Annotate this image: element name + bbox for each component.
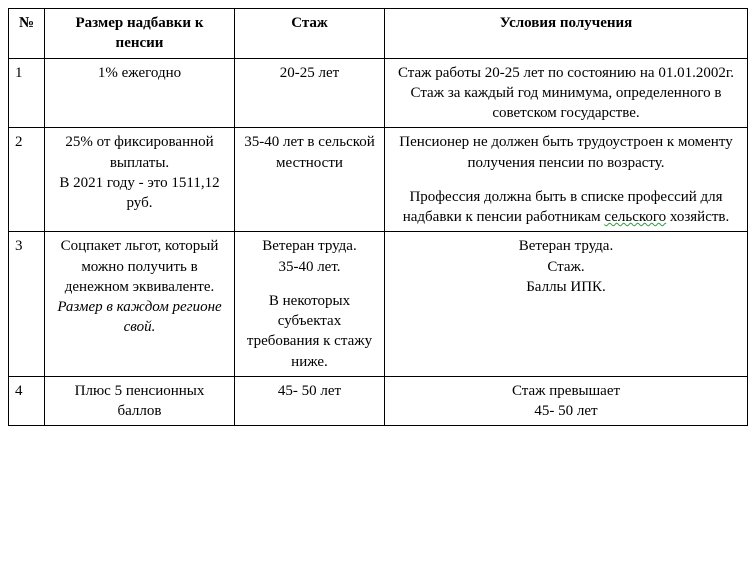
cell-size: 25% от фиксированной выплаты. В 2021 год… bbox=[45, 128, 235, 232]
text: Профессия должна быть в списке профессий… bbox=[391, 187, 741, 228]
text: 35-40 лет. bbox=[241, 257, 378, 277]
cell-conditions: Пенсионер не должен быть трудоустроен к … bbox=[385, 128, 748, 232]
cell-num: 4 bbox=[9, 376, 45, 426]
cell-num: 3 bbox=[9, 232, 45, 377]
text: Ветеран труда. bbox=[241, 236, 378, 256]
text: Плюс 5 пенсионных баллов bbox=[51, 381, 228, 422]
table-row: 3 Соцпакет льгот, который можно получить… bbox=[9, 232, 748, 377]
header-size: Размер надбавки к пенсии bbox=[45, 9, 235, 59]
text-italic: Размер в каждом регионе свой. bbox=[51, 297, 228, 338]
text: В некоторых субъектах требования к стажу… bbox=[241, 291, 378, 372]
text: Баллы ИПК. bbox=[391, 277, 741, 297]
cell-num: 1 bbox=[9, 58, 45, 128]
cell-conditions: Стаж работы 20-25 лет по состоянию на 01… bbox=[385, 58, 748, 128]
pension-table: № Размер надбавки к пенсии Стаж Условия … bbox=[8, 8, 748, 426]
text: Стаж превышает bbox=[391, 381, 741, 401]
cell-size: Соцпакет льгот, который можно получить в… bbox=[45, 232, 235, 377]
cell-size: Плюс 5 пенсионных баллов bbox=[45, 376, 235, 426]
text: Пенсионер не должен быть трудоустроен к … bbox=[391, 132, 741, 173]
table-row: 2 25% от фиксированной выплаты. В 2021 г… bbox=[9, 128, 748, 232]
cell-stage: Ветеран труда. 35-40 лет. В некоторых су… bbox=[235, 232, 385, 377]
table-row: 1 1% ежегодно 20-25 лет Стаж работы 20-2… bbox=[9, 58, 748, 128]
text: Ветеран труда. bbox=[391, 236, 741, 256]
cell-stage: 45- 50 лет bbox=[235, 376, 385, 426]
text: 45- 50 лет bbox=[391, 401, 741, 421]
spellcheck-underline: сельского bbox=[604, 209, 666, 225]
text: хозяйств. bbox=[666, 209, 729, 225]
header-stage: Стаж bbox=[235, 9, 385, 59]
header-num: № bbox=[9, 9, 45, 59]
header-row: № Размер надбавки к пенсии Стаж Условия … bbox=[9, 9, 748, 59]
text: Соцпакет льгот, который можно получить в… bbox=[51, 236, 228, 297]
text: Стаж работы 20-25 лет по состоянию на 01… bbox=[391, 63, 741, 83]
text: 1% ежегодно bbox=[51, 63, 228, 83]
text: 45- 50 лет bbox=[241, 381, 378, 401]
table-row: 4 Плюс 5 пенсионных баллов 45- 50 лет Ст… bbox=[9, 376, 748, 426]
text: 25% от фиксированной выплаты. bbox=[51, 132, 228, 173]
text: 35-40 лет в сельской местности bbox=[241, 132, 378, 173]
text: В 2021 году - это 1511,12 руб. bbox=[51, 173, 228, 214]
cell-stage: 35-40 лет в сельской местности bbox=[235, 128, 385, 232]
cell-conditions: Ветеран труда. Стаж. Баллы ИПК. bbox=[385, 232, 748, 377]
cell-size: 1% ежегодно bbox=[45, 58, 235, 128]
cell-conditions: Стаж превышает 45- 50 лет bbox=[385, 376, 748, 426]
text: Стаж. bbox=[391, 257, 741, 277]
header-conditions: Условия получения bbox=[385, 9, 748, 59]
cell-stage: 20-25 лет bbox=[235, 58, 385, 128]
cell-num: 2 bbox=[9, 128, 45, 232]
text: 20-25 лет bbox=[241, 63, 378, 83]
text: Стаж за каждый год минимума, определенно… bbox=[391, 83, 741, 124]
